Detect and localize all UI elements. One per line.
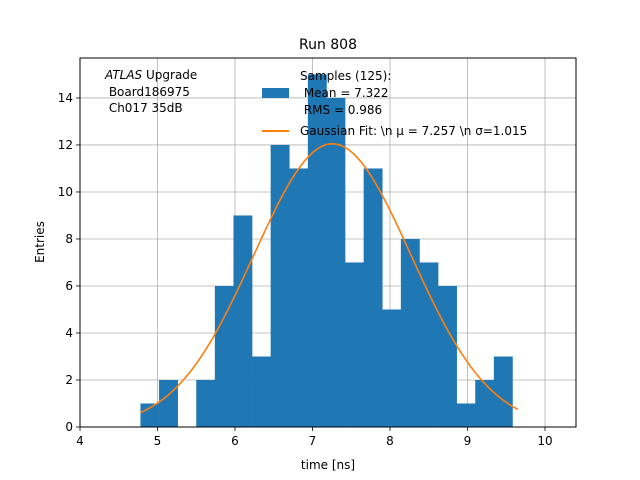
y-axis-label: Entries	[33, 221, 47, 263]
y-tick-label: 4	[65, 326, 73, 340]
y-tick-label: 10	[58, 185, 73, 199]
plot-frame	[79, 57, 577, 428]
annotation-channel: Ch017 35dB	[105, 101, 183, 115]
histogram-bar	[438, 285, 457, 427]
histogram-bar	[456, 403, 476, 427]
y-tick-label: 0	[65, 420, 73, 434]
annotation-upgrade: Upgrade	[142, 68, 197, 82]
histogram-bar	[326, 97, 346, 427]
histogram-bar	[307, 74, 327, 427]
legend-histogram-label-line-2: Mean = 7.322	[300, 86, 389, 100]
x-tick-label: 9	[464, 434, 472, 448]
histogram-bar	[159, 379, 178, 427]
x-axis-ticks: 4 5 6 7 8 9 10	[76, 427, 553, 448]
histogram-bar	[196, 379, 216, 427]
atlas-annotation: ATLAS Upgrade Board186975 Ch017 35dB	[104, 68, 197, 115]
histogram-bar	[289, 168, 309, 427]
annotation-atlas: ATLAS	[104, 68, 143, 82]
y-tick-label: 12	[58, 138, 73, 152]
y-tick-label: 6	[65, 279, 73, 293]
histogram-bar	[363, 168, 383, 427]
histogram-bar	[345, 262, 364, 427]
histogram-bar	[419, 262, 439, 427]
histogram-bar	[214, 285, 234, 427]
histogram-bar	[475, 379, 495, 427]
legend-histogram-label-line-1: Samples (125):	[300, 69, 391, 83]
histogram-bar	[252, 356, 271, 427]
x-tick-label: 4	[76, 434, 84, 448]
y-tick-label: 8	[65, 232, 73, 246]
legend-histogram-label-line-3: RMS = 0.986	[300, 103, 382, 117]
histogram-bar	[382, 309, 402, 427]
histogram-bar	[270, 144, 290, 427]
histogram-bar	[233, 215, 253, 427]
y-tick-label: 14	[58, 91, 73, 105]
y-tick-label: 2	[65, 373, 73, 387]
histogram-bar	[400, 238, 420, 427]
x-tick-label: 7	[309, 434, 317, 448]
x-axis-label: time [ns]	[301, 458, 355, 472]
histogram-bar	[493, 356, 513, 427]
y-axis-ticks: 0 2 4 6 8 10 12 14	[58, 91, 80, 434]
histogram-bars	[140, 74, 513, 427]
x-tick-label: 5	[154, 434, 162, 448]
legend-fit-label: Gaussian Fit: \n μ = 7.257 \n σ=1.015	[300, 124, 527, 138]
x-tick-label: 6	[231, 434, 239, 448]
legend: Samples (125): Mean = 7.322 RMS = 0.986 …	[262, 69, 527, 138]
x-tick-label: 8	[386, 434, 394, 448]
annotation-board: Board186975	[105, 85, 190, 99]
x-tick-label: 10	[537, 434, 552, 448]
histogram-bar	[140, 403, 160, 427]
gaussian-fit-curve	[140, 142, 519, 414]
legend-histogram-swatch	[262, 88, 289, 98]
chart-title: Run 808	[299, 37, 357, 53]
annotation-line-1: ATLAS Upgrade	[104, 68, 197, 82]
